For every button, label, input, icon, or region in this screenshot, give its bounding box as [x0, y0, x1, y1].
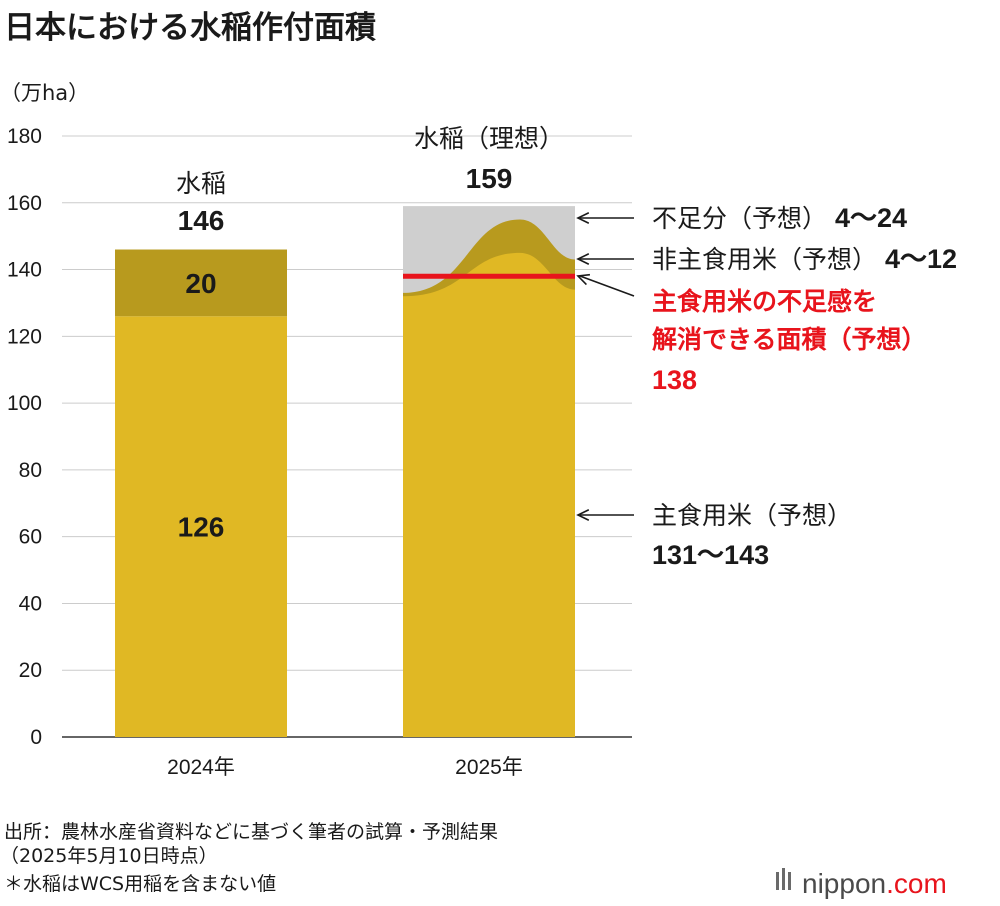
y-tick-80: 80 — [19, 459, 42, 482]
svg-text:nippon.com: nippon.com — [802, 868, 947, 899]
y-tick-180: 180 — [7, 125, 42, 148]
nippon-logo-bars-icon — [776, 868, 791, 890]
bar-2025-total: 159 — [466, 163, 513, 194]
annotation-shortfall-label: 不足分（予想） — [652, 204, 827, 233]
labels-layer: 126 20 水稲 146 水稲（理想） 159 2024年 2025年 — [167, 124, 564, 779]
arrow-shortfall-head — [576, 212, 590, 224]
source-notes: 出所：農林水産省資料などに基づく筆者の試算・予測結果 （2025年5月10日時点… — [0, 821, 498, 895]
bar-2024-segment-1-value: 126 — [178, 512, 225, 543]
y-tick-0: 0 — [30, 726, 42, 749]
arrow-resolve — [576, 273, 635, 297]
arrow-non-staple — [576, 253, 634, 265]
arrow-resolve-head — [576, 273, 591, 286]
source-note-3: ＊水稲はWCS用稲を含まない値 — [4, 873, 276, 895]
y-tick-20: 20 — [19, 659, 42, 682]
annotation-shortfall: 不足分（予想） 4〜24 — [652, 203, 907, 233]
logo-name: nippon — [802, 868, 886, 899]
y-tick-160: 160 — [7, 192, 42, 215]
logo-tld: .com — [886, 868, 947, 899]
annotation-staple-label: 主食用米（予想） — [652, 501, 852, 530]
x-tick-2025: 2025年 — [455, 756, 523, 779]
bar-2025-label: 水稲（理想） — [414, 124, 564, 153]
bar-2025-staple-area — [403, 252, 575, 737]
bar-2024-label: 水稲 — [176, 169, 226, 198]
arrow-resolve-shaft — [579, 275, 635, 297]
y-tick-40: 40 — [19, 592, 42, 615]
annotations-layer: 不足分（予想） 4〜24 非主食用米（予想） 4〜12 主食用米の不足感を解消できる面積… — [576, 203, 957, 570]
annotation-non-staple: 非主食用米（予想） 4〜12 — [652, 244, 957, 274]
annotation-resolve-line-1: 主食用米の不足感を — [652, 287, 877, 316]
annotation-non-staple-label: 非主食用米（予想） — [652, 245, 877, 274]
arrow-non-staple-head — [576, 253, 590, 265]
y-tick-100: 100 — [7, 392, 42, 415]
annotation-resolve-line-2: 解消できる面積（予想） — [652, 325, 927, 354]
annotation-non-staple-value: 4〜12 — [885, 244, 957, 274]
annotation-shortfall-value: 4〜24 — [835, 203, 907, 233]
source-note-2: （2025年5月10日時点） — [0, 845, 218, 867]
y-tick-140: 140 — [7, 259, 42, 282]
y-axis-unit-label: （万ha） — [0, 81, 89, 105]
bars-layer — [115, 206, 575, 737]
bar-2024-segment-2-value: 20 — [185, 268, 216, 299]
annotation-staple-value: 131〜143 — [652, 540, 769, 570]
y-tick-60: 60 — [19, 526, 42, 549]
annotation-resolve-value: 138 — [652, 365, 697, 395]
bar-2024-total: 146 — [178, 205, 225, 236]
bar-2024-segment-2 — [115, 249, 287, 317]
source-note-1: 出所：農林水産省資料などに基づく筆者の試算・予測結果 — [4, 821, 498, 843]
chart-title: 日本における水稲作付面積 — [4, 10, 376, 46]
bar-2024-segment-1 — [115, 316, 287, 737]
arrow-staple — [576, 509, 634, 521]
arrow-staple-head — [576, 509, 590, 521]
x-tick-2024: 2024年 — [167, 756, 235, 779]
nippon-logo: nippon.com — [776, 868, 947, 899]
y-tick-120: 120 — [7, 325, 42, 348]
arrow-shortfall — [576, 212, 634, 224]
